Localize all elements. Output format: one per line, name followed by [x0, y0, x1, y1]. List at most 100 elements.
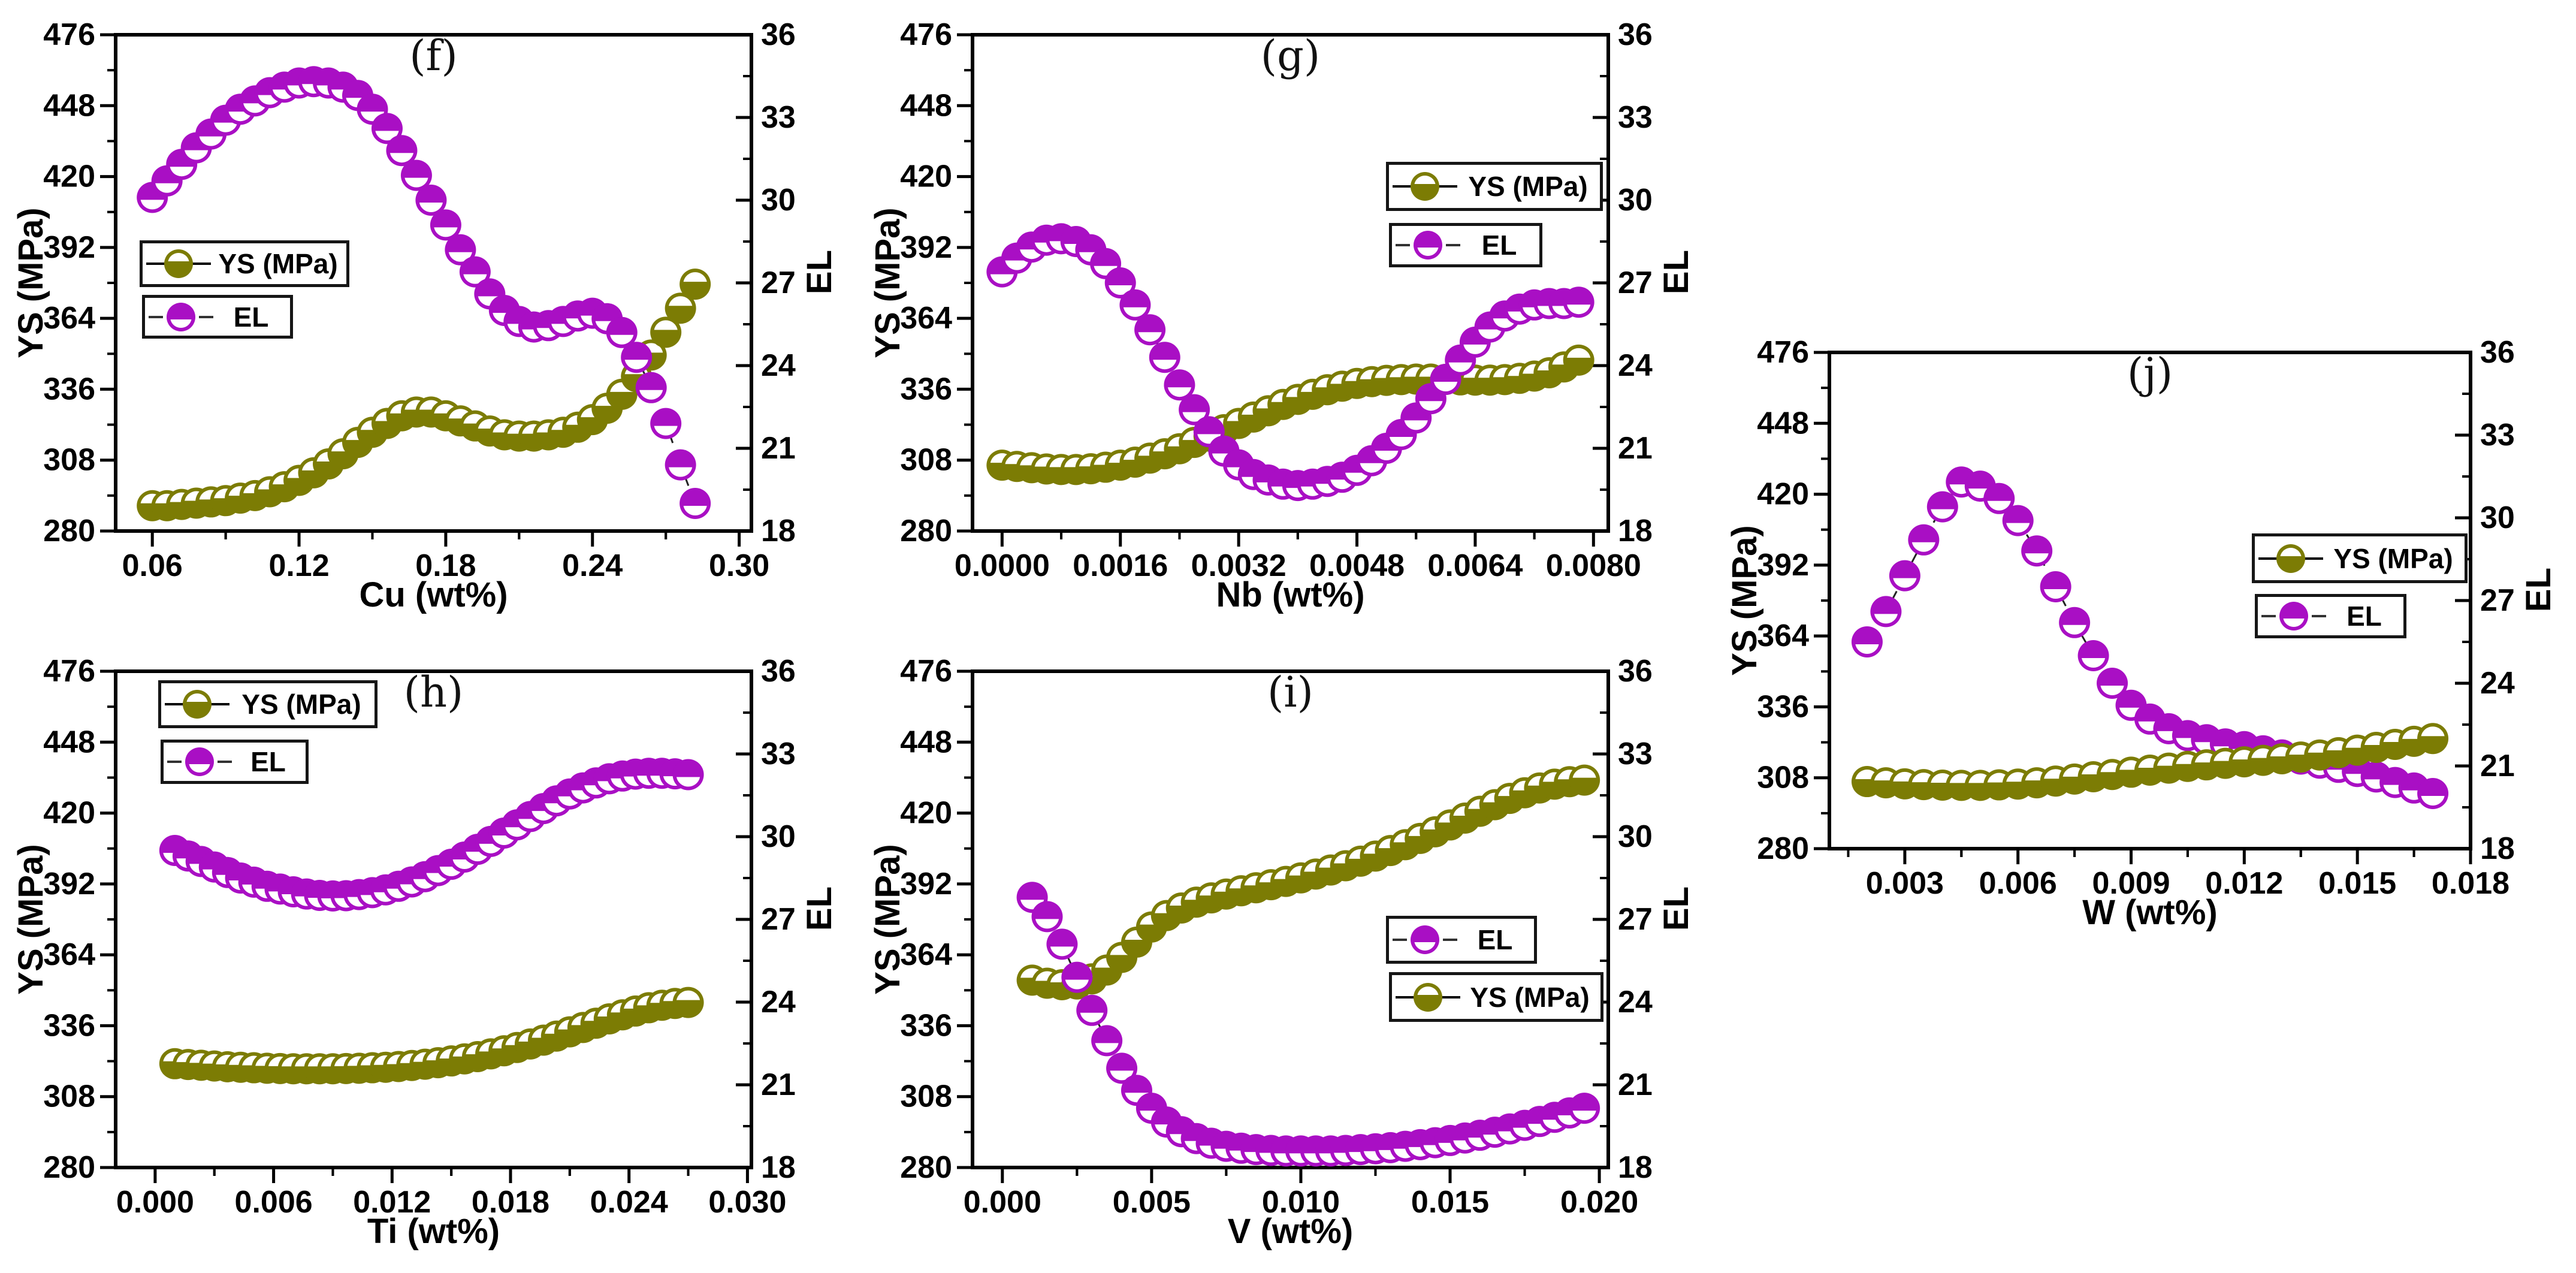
- y-left-tick-label: 476: [900, 654, 952, 689]
- y-left-tick-label: 448: [43, 88, 95, 123]
- panel-f: 280 308 336 364 392 420 448 476 18 21 24 27 30 33 36 0.…: [0, 0, 857, 636]
- legend-label-el-g: EL: [1481, 230, 1517, 261]
- y-left-tick-label: 336: [900, 1008, 952, 1043]
- axis-ticks: [957, 33, 1608, 547]
- y-left-tick-label: 308: [43, 443, 95, 478]
- y-right-tick-label: 36: [1618, 17, 1653, 52]
- x-tick-label: 0.006: [1979, 866, 2057, 901]
- legend-ys-j: YS (MPa): [2252, 533, 2468, 583]
- x-tick-label: 0.0016: [1073, 548, 1168, 583]
- legend-el-j: EL: [2255, 594, 2406, 638]
- axis-tick-labels: 280 308 336 364 392 420 448 476 18 21 24 27 30 33 36 0.…: [43, 17, 796, 583]
- y-left-tick-label: 364: [900, 301, 952, 336]
- x-tick-label: 0.24: [562, 548, 623, 583]
- y-left-tick-label: 448: [900, 88, 952, 123]
- y-left-tick-label: 476: [43, 654, 95, 689]
- legend-label-el-i: EL: [1477, 924, 1513, 955]
- el-legend-marker-icon: [149, 302, 213, 331]
- y-left-tick-label: 280: [900, 1150, 952, 1185]
- chart-canvas-f: 280 308 336 364 392 420 448 476 18 21 24 27 30 33 36 0.…: [43, 17, 796, 583]
- x-axis-title-j: W (wt%): [2082, 893, 2218, 932]
- x-tick-label: 0.003: [1866, 866, 1944, 901]
- y-right-tick-label: 27: [761, 902, 796, 937]
- y-right-tick-label: 24: [761, 348, 796, 383]
- x-axis-title-i: V (wt%): [1227, 1212, 1354, 1251]
- x-tick-label: 0.000: [964, 1185, 1041, 1220]
- series-el: [1016, 882, 1600, 1167]
- panel-letter-i: (i): [1267, 668, 1313, 717]
- y-axis-title-right-f: EL: [800, 249, 839, 295]
- legend-label-ys-f: YS (MPa): [218, 248, 338, 279]
- y-left-tick-label: 364: [43, 937, 95, 972]
- legend-label-el-j: EL: [2347, 601, 2382, 632]
- y-left-tick-label: 448: [1757, 406, 1809, 441]
- x-tick-label: 0.000: [116, 1185, 194, 1220]
- y-right-tick-label: 24: [2480, 666, 2515, 701]
- y-right-tick-label: 21: [761, 431, 796, 466]
- x-axis-title-h: Ti (wt%): [367, 1212, 500, 1251]
- ys-legend-marker-icon: [2258, 544, 2323, 573]
- y-left-tick-label: 364: [1757, 619, 1809, 653]
- chart-canvas-g: 280 308 336 364 392 420 448 476 18 21 24 27 30 33 36 0.…: [900, 17, 1653, 583]
- x-axis-title-g: Nb (wt%): [1216, 575, 1365, 614]
- y-right-tick-label: 27: [761, 266, 796, 300]
- y-right-tick-label: 18: [761, 514, 796, 548]
- y-axis-title-right-h: EL: [800, 886, 839, 931]
- y-right-tick-label: 30: [1618, 183, 1653, 218]
- x-tick-label: 0.006: [235, 1185, 313, 1220]
- axis-ticks: [957, 669, 1608, 1183]
- legend-label-ys-h: YS (MPa): [241, 689, 361, 720]
- x-tick-label: 0.012: [353, 1185, 431, 1220]
- x-tick-label: 0.012: [2205, 866, 2283, 901]
- axis-ticks: [1814, 351, 2472, 864]
- y-right-tick-label: 21: [1618, 431, 1653, 466]
- x-tick-label: 0.0000: [955, 548, 1050, 583]
- y-left-tick-label: 420: [900, 796, 952, 831]
- legend-el-h: EL: [161, 740, 309, 784]
- y-right-tick-label: 21: [1618, 1067, 1653, 1102]
- series-el: [137, 66, 711, 519]
- x-tick-label: 0.024: [590, 1185, 668, 1220]
- legend-ys-g: YS (MPa): [1386, 162, 1603, 211]
- axis-tick-labels: 280 308 336 364 392 420 448 476 18 21 24 27 30 33 36 0.…: [1757, 335, 2515, 901]
- y-left-tick-label: 308: [900, 1079, 952, 1114]
- x-tick-label: 0.015: [2318, 866, 2396, 901]
- series-ys: [159, 987, 704, 1085]
- x-tick-label: 0.010: [1262, 1185, 1340, 1220]
- y-left-tick-label: 420: [43, 159, 95, 194]
- panel-letter-h: (h): [403, 668, 464, 717]
- x-tick-label: 0.0048: [1309, 548, 1405, 583]
- ys-legend-marker-icon: [1393, 172, 1457, 201]
- series-ys: [1851, 723, 2449, 801]
- panel-letter-j: (j): [2127, 349, 2173, 398]
- y-right-tick-label: 21: [761, 1067, 796, 1102]
- panel-letter-f: (f): [409, 31, 458, 80]
- y-left-tick-label: 280: [900, 514, 952, 548]
- legend-ys-f: YS (MPa): [140, 240, 349, 287]
- y-axis-title-left-f: YS (MPa): [11, 207, 50, 358]
- el-legend-marker-icon: [1396, 231, 1460, 260]
- y-left-tick-label: 420: [43, 796, 95, 831]
- legend-ys-i: YS (MPa): [1389, 972, 1603, 1022]
- legend-ys-h: YS (MPa): [158, 680, 378, 728]
- y-left-tick-label: 392: [900, 867, 952, 901]
- y-left-tick-label: 364: [900, 937, 952, 972]
- series-ys: [986, 344, 1594, 485]
- y-right-tick-label: 18: [2480, 831, 2515, 866]
- y-axis-title-right-g: EL: [1657, 249, 1696, 295]
- legend-label-ys-j: YS (MPa): [2333, 542, 2453, 574]
- axis-tick-labels: 280 308 336 364 392 420 448 476 18 21 24 27 30 33 36 0.…: [43, 654, 796, 1220]
- y-right-tick-label: 24: [1618, 348, 1653, 383]
- x-tick-label: 0.030: [708, 1185, 786, 1220]
- y-axis-title-left-h: YS (MPa): [11, 844, 50, 995]
- y-left-tick-label: 308: [1757, 761, 1809, 795]
- series-el: [986, 223, 1594, 502]
- axis-tick-labels: 280 308 336 364 392 420 448 476 18 21 24 27 30 33 36 0.…: [900, 17, 1653, 583]
- y-right-tick-label: 36: [761, 654, 796, 689]
- y-left-tick-label: 336: [43, 1008, 95, 1043]
- y-right-tick-label: 18: [1618, 1150, 1653, 1185]
- ys-legend-marker-icon: [146, 249, 211, 278]
- x-tick-label: 0.009: [2092, 866, 2170, 901]
- axis-ticks: [100, 33, 751, 547]
- y-axis-title-left-g: YS (MPa): [868, 207, 907, 358]
